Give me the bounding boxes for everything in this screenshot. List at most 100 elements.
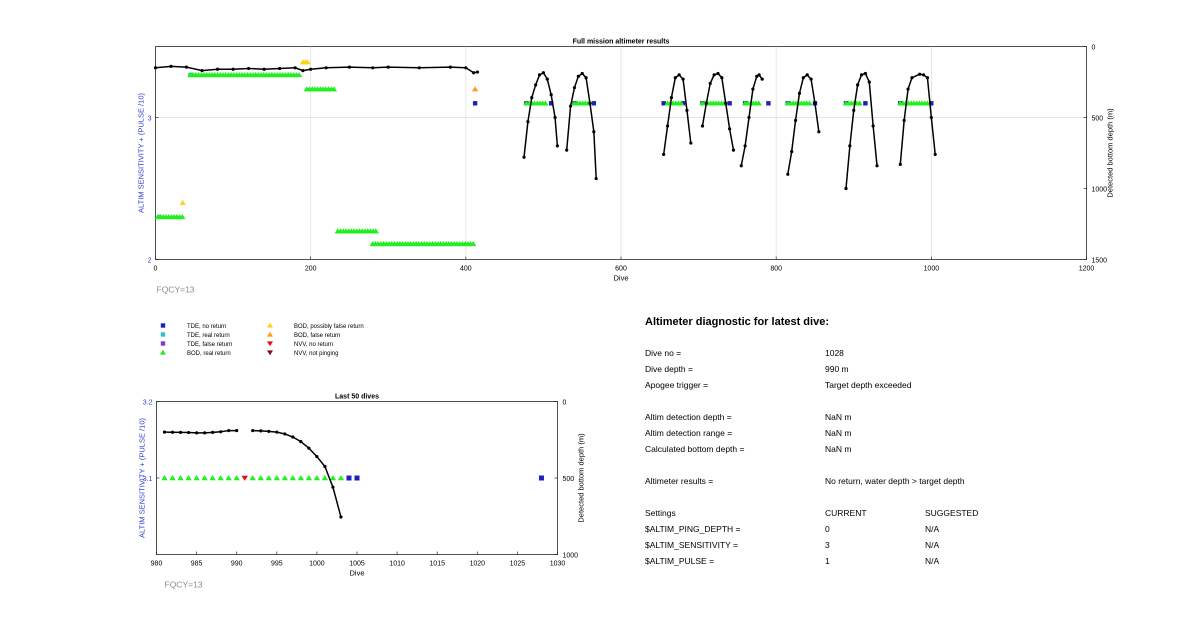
legend-tde-false-return-marker	[160, 341, 166, 346]
main-series-detected-bottom-depth-point	[809, 77, 813, 81]
recent-x-tick-label-1025: 1025	[510, 561, 526, 568]
main-series-detected-bottom-depth-point	[689, 141, 693, 145]
recent-x-tick-label-1015: 1015	[429, 561, 445, 568]
setting-current-pulse: 1	[825, 556, 830, 566]
main-series-detected-bottom-depth-point	[786, 172, 790, 176]
main-series-tde-no-return-marker	[766, 101, 771, 106]
main-y-tick-label-right-0: 0	[1092, 45, 1096, 52]
recent-series-bod-real-return-marker	[169, 475, 176, 481]
diag-label-detection-range: Altim detection range =	[645, 428, 733, 438]
main-series-detected-bottom-depth-point	[813, 101, 817, 105]
main-x-tick-label-0: 0	[154, 266, 158, 273]
setting-suggested-pulse: N/A	[925, 556, 940, 566]
setting-current-ping-depth: 0	[825, 524, 830, 534]
main-series-detected-bottom-depth-point	[553, 115, 557, 120]
main-series-detected-bottom-depth-point	[848, 144, 852, 148]
main-series-detected-bottom-depth-point	[918, 72, 922, 76]
main-series-detected-bottom-depth-point	[925, 76, 930, 80]
main-series-detected-bottom-depth-point	[708, 81, 712, 86]
main-series-detected-bottom-depth-point	[871, 124, 875, 128]
main-y-tick-label-left-2: 2	[148, 258, 152, 265]
main-series-detected-bottom-depth-point	[572, 86, 577, 90]
recent-series-tde-no-return-marker	[346, 475, 352, 481]
recent-series-detected-bottom-depth-point	[307, 446, 311, 450]
recent-series-bod-real-return-marker	[281, 475, 289, 481]
main-series-detected-bottom-depth-point	[797, 91, 802, 95]
legend-tde-real-return-marker	[160, 332, 166, 337]
recent-series-detected-bottom-depth-point	[331, 485, 335, 489]
settings-header-suggested: SUGGESTED	[925, 508, 979, 518]
main-x-tick-label-800: 800	[770, 266, 782, 273]
main-x-tick-label-1000: 1000	[924, 266, 940, 273]
recent-series-detected-bottom-depth-point	[299, 439, 303, 444]
main-series-detected-bottom-depth-point	[580, 71, 584, 76]
recent-series-bod-real-return-marker	[177, 475, 184, 481]
main-series-detected-bottom-depth-point	[844, 186, 848, 191]
main-series-detected-bottom-depth-point	[594, 176, 598, 181]
legend-tde-no-return-marker	[160, 323, 166, 328]
main-series-detected-bottom-depth-point	[301, 69, 305, 73]
main-series-detected-bottom-depth-point	[724, 101, 728, 105]
main-x-tick-label-1200: 1200	[1079, 266, 1095, 273]
main-series-detected-bottom-depth-point	[565, 148, 569, 152]
main-series-detected-bottom-depth-point	[685, 108, 689, 112]
main-series-tde-no-return-marker	[591, 101, 597, 106]
main-series-detected-bottom-depth-point	[200, 69, 204, 73]
recent-series-detected-bottom-depth-point	[339, 515, 343, 519]
main-y-tick-label-right-500: 500	[1092, 116, 1104, 123]
main-y-tick-label-right-1000: 1000	[1092, 187, 1108, 194]
recent-y-axis-label-right: Detected bottom depth (m)	[577, 433, 586, 523]
diag-value-detection-range: NaN m	[825, 428, 852, 438]
main-series-bod-real-return-marker	[295, 72, 303, 78]
main-series-bod-possibly-false-return-marker	[304, 59, 311, 65]
recent-series-detected-bottom-depth-point	[259, 429, 263, 433]
legend-tde-false-return-label: TDE, false return	[187, 342, 232, 348]
setting-current-sensitivity: 3	[825, 540, 830, 550]
main-series-detected-bottom-depth-point	[576, 74, 580, 78]
legend-tde-no-return-label: TDE, no return	[187, 324, 226, 330]
main-series-detected-bottom-depth-point	[386, 65, 390, 69]
recent-series-detected-bottom-depth-point	[162, 430, 167, 434]
legend-nvv-no-return-label: NVV, no return	[294, 342, 333, 348]
main-series-detected-bottom-depth-point	[247, 66, 251, 71]
recent-series-detected-bottom-depth-line	[164, 429, 237, 434]
recent-series-bod-real-return-marker	[201, 475, 208, 481]
recent-x-axis-label: Dive	[349, 569, 364, 578]
main-series-detected-bottom-depth-point	[805, 73, 809, 77]
recent-series-bod-real-return-marker	[289, 475, 297, 481]
main-series-detected-bottom-depth-point	[549, 93, 553, 97]
recent-series-bod-real-return-marker	[185, 475, 192, 481]
main-y-axis-label-left: ALTIM SENSITIVITY + (PULSE /10)	[137, 93, 146, 213]
main-series-detected-bottom-depth-point	[716, 71, 720, 76]
settings-header-label: Settings	[645, 508, 676, 518]
recent-series-bod-real-return-marker	[209, 475, 216, 481]
main-series-detected-bottom-depth-point	[902, 118, 906, 122]
main-series-detected-bottom-depth-point	[863, 71, 867, 76]
recent-series-detected-bottom-depth-point	[195, 431, 199, 435]
main-series-bod-real-return-marker	[470, 241, 477, 247]
diag-label-apogee-trigger: Apogee trigger =	[645, 380, 709, 390]
diag-label-bottom-depth: Calculated bottom depth =	[645, 444, 745, 454]
settings-header-current: CURRENT	[825, 508, 867, 518]
recent-series-bod-real-return-marker	[305, 475, 313, 481]
recent-series-tde-no-return-marker	[354, 475, 360, 481]
main-y-axis-label-right: Detected bottom depth (m)	[1106, 108, 1115, 198]
recent-series-detected-bottom-depth-point	[315, 454, 319, 459]
main-series-detected-bottom-depth-point	[262, 67, 266, 71]
diag-value-dive-depth: 990 m	[825, 364, 849, 374]
main-series-detected-bottom-depth-point	[681, 77, 685, 81]
recent-series-detected-bottom-depth-point	[203, 431, 207, 435]
main-series-bod-real-return-marker	[856, 100, 863, 106]
diag-value-altimeter-results: No return, water depth > target depth	[825, 476, 965, 486]
main-annotation: FQCY=13	[157, 285, 195, 295]
main-series-detected-bottom-depth-point	[929, 115, 933, 120]
main-series-bod-real-return-marker	[677, 100, 685, 106]
diag-value-bottom-depth: NaN m	[825, 444, 852, 454]
legend-nvv-not-pinging-label: NVV, not pinging	[294, 351, 338, 357]
main-series-detected-bottom-depth-point	[184, 65, 189, 69]
recent-y-tick-label-right-0: 0	[563, 400, 567, 407]
diagnostic-title: Altimeter diagnostic for latest dive:	[645, 316, 829, 328]
legend-bod-real-return-label: BOD, real return	[187, 351, 231, 357]
diag-value-detection-depth: NaN m	[825, 412, 852, 422]
main-series-detected-bottom-depth-point	[751, 87, 755, 91]
